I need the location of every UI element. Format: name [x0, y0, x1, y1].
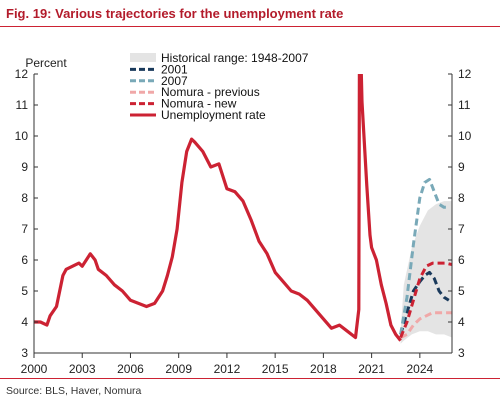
y-tick-label-left: 12	[15, 67, 29, 81]
series-line-unemployment-rate	[34, 74, 402, 342]
y-tick-label-left: 10	[15, 129, 29, 143]
series-line-nomura-previous	[399, 311, 452, 339]
legend-2001-label: 2001	[161, 62, 188, 76]
y-tick-label-left: 6	[21, 253, 28, 267]
y-tick-label-left: 7	[21, 222, 28, 236]
y-tick-label-right: 12	[458, 67, 472, 81]
series-line-nomura-new	[399, 261, 452, 339]
series-line-2007	[399, 177, 449, 335]
y-tick-label-left: 4	[21, 315, 28, 329]
y-tick-label-right: 11	[458, 98, 471, 112]
y-tick-label-left: 5	[21, 284, 28, 298]
historical-range-band	[400, 201, 452, 344]
x-tick-label: 2009	[165, 362, 192, 376]
x-tick-label: 2006	[117, 362, 144, 376]
title-rule	[0, 26, 500, 27]
y-tick-label-right: 7	[458, 222, 465, 236]
legend-nomura-new-label: Nomura - new	[161, 97, 237, 111]
y-tick-label-right: 6	[458, 253, 465, 267]
x-tick-label: 2003	[69, 362, 96, 376]
y-axis-label: Percent	[25, 56, 67, 70]
y-tick-label-right: 10	[458, 129, 472, 143]
footer-rule	[0, 378, 500, 379]
y-tick-label-left: 9	[21, 160, 28, 174]
x-tick-label: 2024	[406, 362, 433, 376]
series-line-2001	[399, 270, 450, 335]
source-note: Source: BLS, Haver, Nomura	[6, 385, 142, 397]
figure-title: Fig. 19: Various trajectories for the un…	[6, 6, 344, 21]
legend-historical-range-1948-2007-swatch	[130, 53, 156, 62]
y-tick-label-left: 8	[21, 191, 28, 205]
x-tick-label: 2015	[262, 362, 289, 376]
y-tick-label-right: 4	[458, 315, 465, 329]
legend-nomura-previous-label: Nomura - previous	[161, 85, 260, 99]
legend-2007-label: 2007	[161, 74, 188, 88]
x-tick-label: 2018	[310, 362, 337, 376]
y-tick-label-right: 9	[458, 160, 465, 174]
y-tick-label-left: 11	[16, 98, 29, 112]
y-tick-label-left: 3	[21, 346, 28, 360]
y-tick-label-right: 8	[458, 191, 465, 205]
legend-unemployment-rate-label: Unemployment rate	[161, 108, 266, 122]
y-tick-label-right: 5	[458, 284, 465, 298]
y-tick-label-right: 3	[458, 346, 465, 360]
x-tick-label: 2021	[358, 362, 385, 376]
legend-historical-range-1948-2007-label: Historical range: 1948-2007	[161, 51, 309, 65]
x-tick-label: 2000	[21, 362, 48, 376]
x-tick-label: 2012	[214, 362, 241, 376]
